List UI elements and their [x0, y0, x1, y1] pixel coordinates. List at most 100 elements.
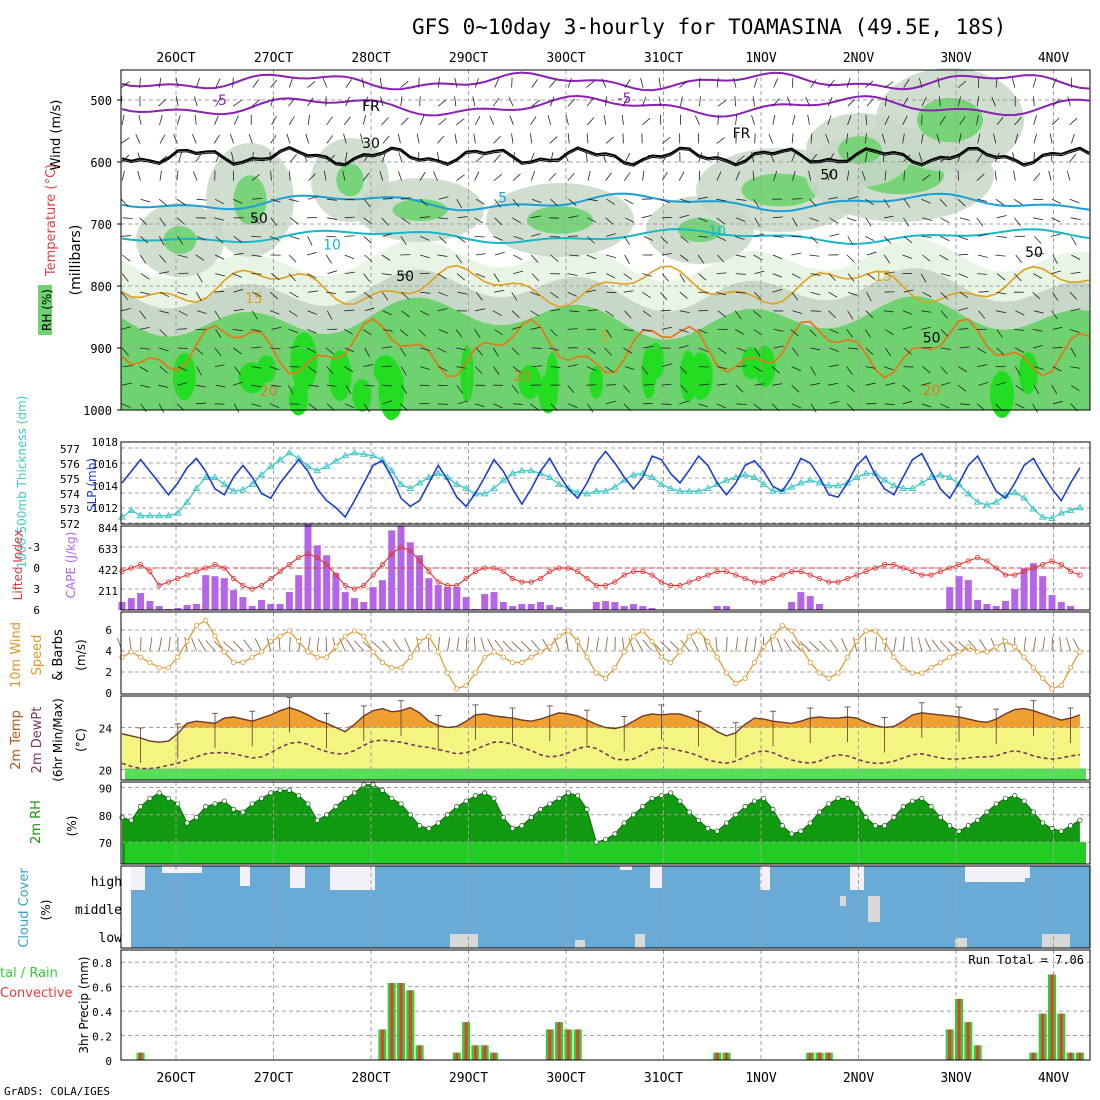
wind-barb [176, 403, 185, 411]
wind-barb [753, 310, 762, 318]
wind-barb [865, 366, 876, 369]
wind-barb [251, 384, 262, 388]
ylabel-precip-total: tal / Rain [0, 966, 58, 981]
wind-barb [457, 291, 468, 295]
wind-barb [920, 273, 927, 283]
wind-barb [940, 347, 951, 350]
wind-barb [401, 291, 410, 300]
wind-barb [1071, 133, 1075, 144]
wind-barb [362, 115, 367, 125]
wind-barb [438, 366, 448, 372]
li-point [463, 575, 469, 582]
wind-barb [698, 347, 709, 353]
wind-barb [903, 170, 905, 181]
wind-barb [773, 170, 778, 181]
wind-barb [344, 403, 355, 409]
thickness-point [136, 511, 145, 519]
wind-barb [475, 198, 485, 205]
wind-barb [381, 117, 389, 126]
wind-barb [716, 152, 719, 163]
precip-tick-label: 0.4 [92, 1006, 112, 1019]
wind-barb [158, 236, 165, 246]
wind-barb [418, 77, 420, 88]
wind-barb [662, 273, 669, 282]
wind-barb [288, 329, 299, 333]
wind-barb [641, 214, 652, 219]
wind10-point [426, 633, 432, 639]
wind-barb [792, 217, 798, 227]
wind-barb [1033, 273, 1043, 279]
wind-barb [159, 170, 162, 181]
wind10-barb [957, 641, 969, 652]
rh2m-point [268, 790, 274, 796]
rh2m-point [324, 812, 330, 818]
wind-barb [995, 254, 1006, 257]
wind-barb [734, 329, 744, 335]
wind-barb [735, 171, 741, 181]
wind-barb [1051, 310, 1058, 320]
wind-barb [940, 273, 951, 277]
cape-bar [527, 604, 535, 610]
wind-barb [736, 347, 747, 352]
wind-barb [587, 236, 595, 244]
wind10-barb [346, 639, 355, 652]
wind-barb [454, 77, 458, 88]
wind10-point [165, 665, 172, 671]
wind10-point [575, 638, 581, 645]
wind-barb [194, 96, 198, 107]
li-point [844, 575, 851, 582]
wind-barb [215, 236, 224, 244]
cape-bar [276, 604, 284, 610]
thickness-point [759, 480, 768, 487]
precip-bar-convective [464, 1022, 468, 1060]
precip-bar-convective [818, 1052, 821, 1060]
wind-barb [159, 291, 170, 298]
cape-bar [974, 600, 982, 610]
rh-shade-bright [288, 383, 309, 416]
wind-barb [587, 198, 598, 202]
wind-barb [158, 99, 167, 107]
cape-tick-label: 211 [98, 585, 118, 598]
wind10-barb [542, 638, 551, 652]
ylabel-slp: SLP (mb) [85, 458, 99, 512]
wind10-barb [222, 641, 234, 652]
wind-barb [139, 310, 147, 320]
contour-label: 50 [1025, 245, 1043, 261]
wind-barb [865, 217, 872, 227]
li-point [240, 582, 246, 589]
wind10-barb [948, 641, 960, 652]
rh-shade-bright [538, 373, 558, 414]
chart-title: GFS 0~10day 3-hourly for TOAMASINA (49.5… [412, 15, 1006, 39]
wind-barb [922, 254, 931, 262]
wind-barb [846, 152, 849, 163]
rh2m-point [556, 795, 562, 801]
wind-barb [271, 115, 277, 125]
wind-barb [511, 347, 520, 356]
wind10-point [891, 654, 897, 660]
wind-barb [976, 173, 985, 181]
wind-barb [364, 307, 375, 312]
wind-barb [678, 345, 689, 349]
wind10-point [221, 649, 227, 655]
wind-barb [1049, 133, 1053, 144]
wind-barb [493, 403, 503, 409]
wind-barb [827, 79, 835, 88]
cape-bar [258, 600, 265, 610]
cape-bar [285, 592, 293, 610]
li-point [379, 561, 385, 568]
wind-barb [978, 310, 986, 319]
wind10-barb [1059, 637, 1062, 652]
wind-barb [269, 403, 280, 409]
wind-barb [791, 403, 802, 409]
upper-wind-barbs [120, 77, 1081, 413]
wind-barb [791, 252, 802, 256]
thickness-point [945, 473, 954, 481]
thickness-tick-label: 573 [60, 503, 80, 516]
wind-barb [772, 383, 783, 386]
wind-barb [881, 133, 886, 144]
cape-bar [955, 576, 963, 610]
cape-bar [518, 604, 526, 610]
wind-barb [308, 403, 318, 411]
wind-barb [420, 254, 430, 259]
wind-barb [959, 346, 970, 349]
